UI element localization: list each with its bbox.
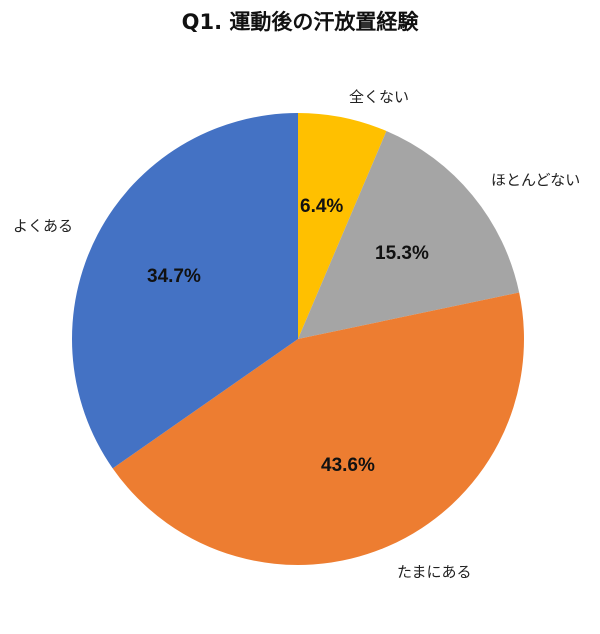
label-often: よくある [13, 217, 74, 235]
value-often: 34.7% [147, 266, 201, 287]
value-never: 6.4% [300, 196, 344, 217]
label-rarely: ほとんどない [491, 171, 581, 189]
value-rarely: 15.3% [375, 243, 429, 264]
label-sometimes: たまにある [397, 563, 472, 581]
slice-never [298, 113, 387, 339]
chart-title: Q1. 運動後の汗放置経験 [181, 10, 419, 34]
slice-often [72, 113, 299, 469]
slice-sometimes [112, 292, 525, 566]
label-never: 全くない [349, 88, 410, 106]
slice-rarely [298, 131, 520, 339]
value-sometimes: 43.6% [321, 455, 375, 476]
